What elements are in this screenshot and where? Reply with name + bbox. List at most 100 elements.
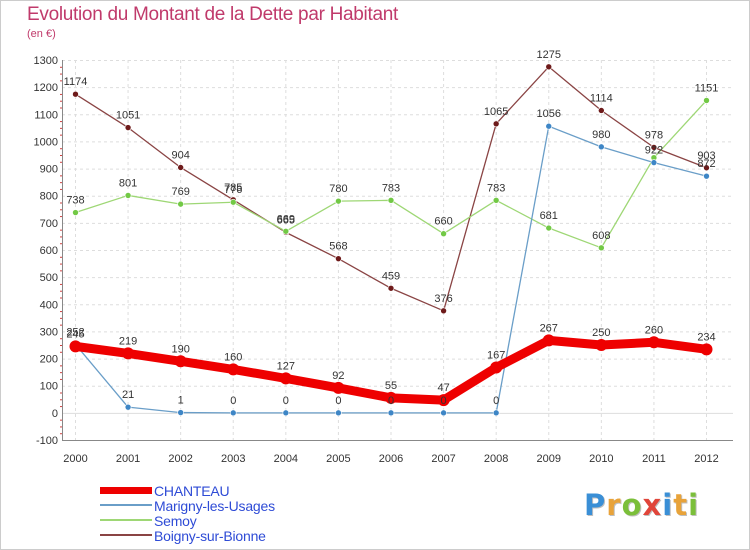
data-label: 1056 bbox=[537, 108, 561, 120]
data-point bbox=[545, 63, 553, 71]
data-label: 785 bbox=[224, 182, 242, 194]
data-label: 47 bbox=[437, 382, 449, 394]
data-label: 234 bbox=[697, 331, 715, 343]
data-label: 769 bbox=[171, 186, 189, 198]
data-label: 1114 bbox=[590, 92, 613, 104]
data-label: 738 bbox=[66, 195, 84, 207]
data-label: 1051 bbox=[116, 110, 140, 122]
y-tick-label: 300 bbox=[40, 326, 58, 338]
data-label: 167 bbox=[487, 350, 505, 362]
data-label: 260 bbox=[645, 324, 663, 336]
x-tick-label: 2010 bbox=[589, 453, 613, 465]
data-label: 0 bbox=[388, 395, 394, 407]
data-point bbox=[650, 144, 658, 151]
y-tick-label: 100 bbox=[40, 381, 58, 393]
data-point bbox=[177, 200, 184, 208]
data-point bbox=[387, 284, 395, 292]
data-point bbox=[72, 209, 79, 216]
x-tick-label: 2006 bbox=[379, 453, 403, 465]
data-label: 127 bbox=[277, 360, 295, 372]
data-point bbox=[703, 172, 710, 180]
data-point bbox=[490, 361, 503, 374]
data-point bbox=[492, 197, 500, 204]
y-tick-label: 1000 bbox=[34, 136, 58, 148]
data-label: 0 bbox=[335, 395, 341, 407]
data-label: 219 bbox=[119, 335, 137, 347]
legend-label: Semoy bbox=[154, 513, 197, 529]
data-label: 669 bbox=[277, 213, 295, 225]
legend-label: Marigny-les-Usages bbox=[154, 498, 275, 514]
data-point bbox=[598, 107, 605, 114]
legend-swatch bbox=[100, 487, 152, 494]
legend-label: Boigny-sur-Bionne bbox=[154, 528, 266, 544]
y-tick-label: 1100 bbox=[34, 109, 58, 121]
data-point bbox=[282, 227, 290, 235]
y-tick-label: 800 bbox=[40, 191, 58, 203]
y-tick-label: 1200 bbox=[34, 82, 58, 94]
data-label: 1 bbox=[178, 395, 184, 407]
data-point bbox=[492, 409, 500, 417]
data-label: 681 bbox=[540, 210, 558, 222]
data-point bbox=[703, 97, 710, 104]
data-point bbox=[174, 355, 187, 368]
data-label: 55 bbox=[385, 380, 397, 392]
data-label: 980 bbox=[592, 129, 610, 141]
data-point bbox=[124, 192, 132, 199]
y-tick-label: -100 bbox=[36, 435, 58, 447]
data-label: 0 bbox=[493, 395, 499, 407]
legend-swatch bbox=[100, 504, 152, 506]
chart-title: Evolution du Montant de la Dette par Hab… bbox=[27, 4, 398, 25]
data-label: 92 bbox=[332, 370, 344, 382]
data-point bbox=[598, 244, 605, 252]
data-point bbox=[282, 409, 290, 417]
x-tick-label: 2009 bbox=[537, 453, 561, 465]
data-point bbox=[437, 394, 450, 407]
x-tick-label: 2003 bbox=[221, 453, 245, 465]
y-tick-label: 1300 bbox=[34, 55, 58, 67]
data-point bbox=[650, 159, 658, 166]
data-point bbox=[69, 340, 82, 353]
proxiti-logo: Proxiti bbox=[584, 488, 700, 522]
data-point bbox=[440, 409, 447, 417]
data-point bbox=[72, 90, 79, 98]
y-tick-label: 0 bbox=[52, 408, 58, 420]
x-tick-label: 2001 bbox=[116, 453, 140, 465]
data-label: 1151 bbox=[695, 82, 719, 94]
data-label: 1275 bbox=[537, 49, 561, 61]
data-label: 780 bbox=[329, 183, 347, 195]
data-point bbox=[700, 343, 713, 356]
x-tick-label: 2011 bbox=[642, 453, 666, 465]
data-point bbox=[335, 409, 342, 417]
data-point bbox=[703, 164, 710, 172]
data-point bbox=[335, 255, 342, 262]
data-point bbox=[335, 197, 342, 205]
y-tick-label: 400 bbox=[40, 299, 58, 311]
y-tick-label: 600 bbox=[40, 245, 58, 257]
data-point bbox=[227, 363, 240, 376]
data-label: 1174 bbox=[64, 76, 88, 88]
x-tick-label: 2007 bbox=[431, 453, 455, 465]
x-tick-label: 2012 bbox=[694, 453, 718, 465]
data-point bbox=[440, 307, 447, 315]
data-point bbox=[177, 409, 184, 416]
data-point bbox=[124, 403, 132, 411]
x-tick-label: 2004 bbox=[274, 453, 298, 465]
data-label: 267 bbox=[540, 322, 558, 334]
data-point bbox=[279, 372, 292, 385]
legend-label: CHANTEAU bbox=[154, 483, 230, 499]
x-tick-label: 2000 bbox=[63, 453, 87, 465]
data-point bbox=[122, 347, 135, 360]
data-point bbox=[229, 198, 237, 206]
data-label: 783 bbox=[382, 182, 400, 194]
data-point bbox=[542, 334, 555, 347]
data-label: 459 bbox=[382, 270, 400, 282]
data-label: 776 bbox=[224, 184, 242, 196]
data-point bbox=[229, 409, 237, 417]
data-label: 0 bbox=[441, 395, 447, 407]
y-tick-label: 900 bbox=[40, 164, 58, 176]
y-tick-label: 700 bbox=[40, 218, 58, 230]
data-label: 903 bbox=[697, 150, 715, 162]
data-label: 160 bbox=[224, 351, 242, 363]
data-label: 250 bbox=[592, 327, 610, 339]
data-point bbox=[387, 197, 395, 204]
